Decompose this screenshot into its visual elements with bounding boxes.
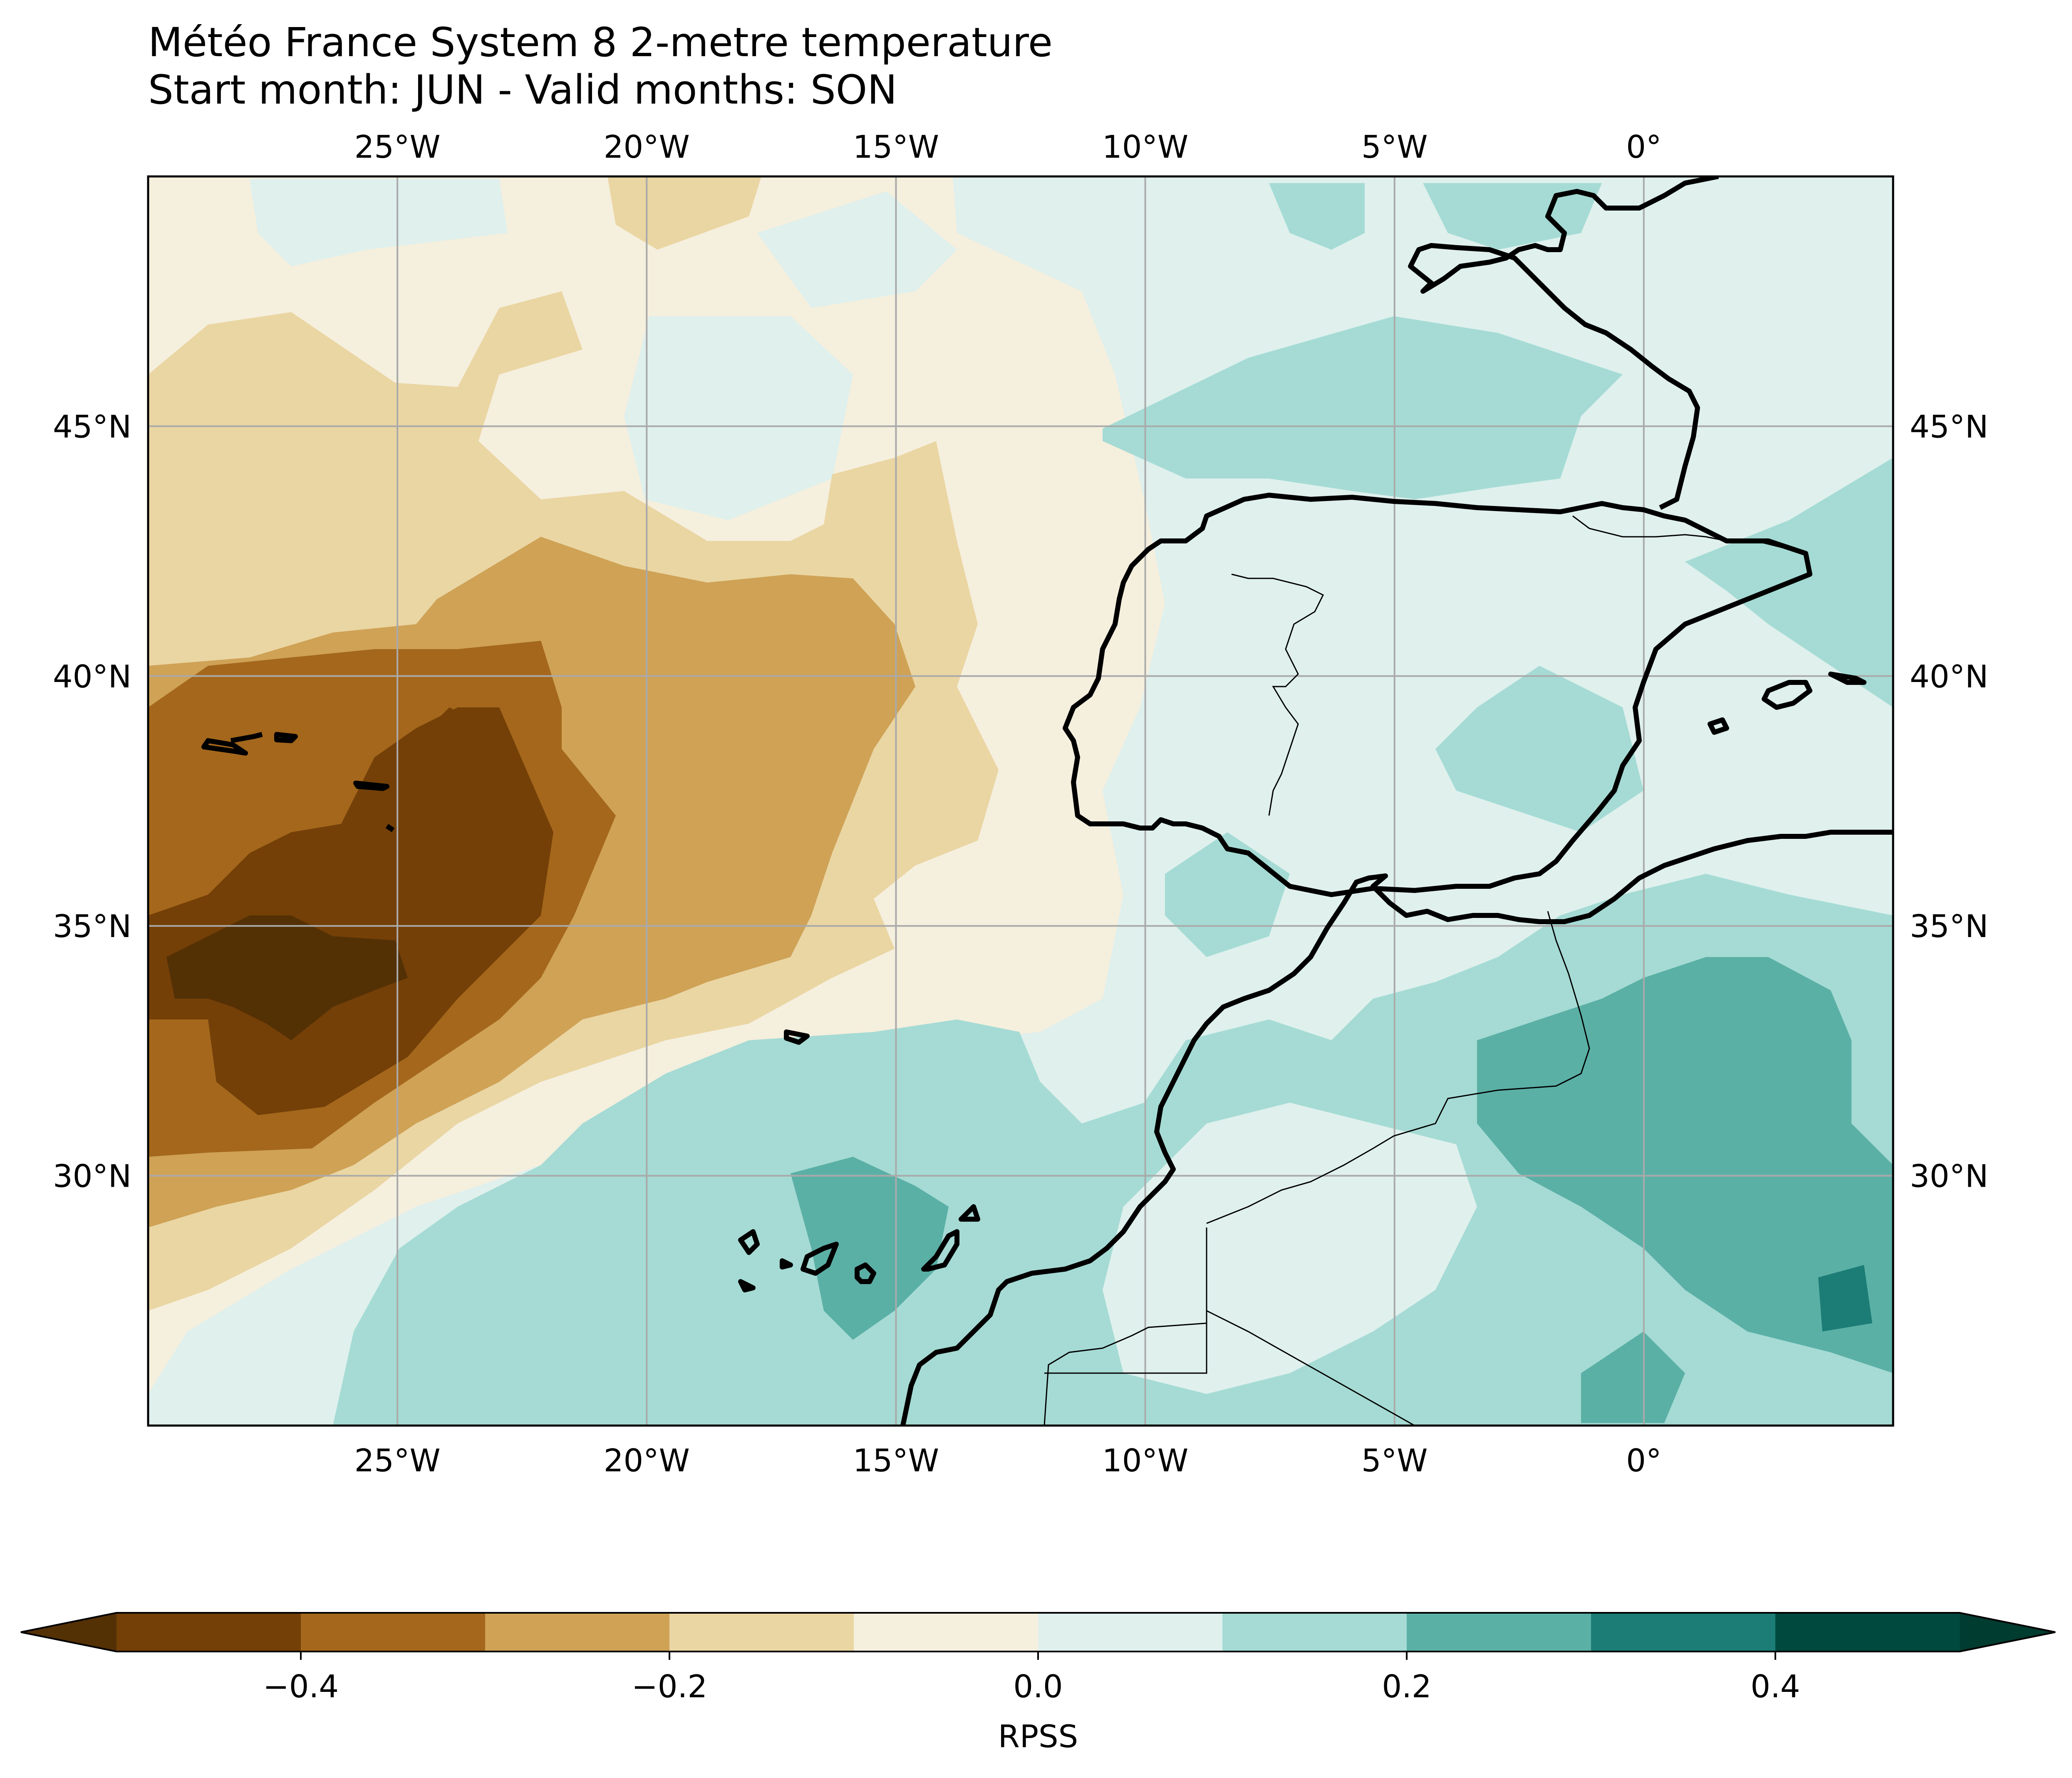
coastline-canary-6: [921, 1229, 959, 1272]
lon-tick-label-bottom: 15°W: [853, 1442, 939, 1479]
lon-tick-label-top: 20°W: [604, 129, 690, 165]
lon-tick-label-bottom: 20°W: [604, 1442, 690, 1479]
coastline-iberia: [1063, 493, 1812, 897]
lon-tick-label-bottom: 10°W: [1102, 1442, 1188, 1479]
field-band-pos-04: [1818, 1265, 1872, 1332]
country-borders: [1043, 515, 1789, 1426]
colorbar-tick-label: 0.0: [1013, 1668, 1063, 1705]
field-band-pos-03c: [1581, 1332, 1685, 1423]
coastline-canary-4: [801, 1242, 839, 1276]
colorbar-tick-label: 0.2: [1382, 1668, 1431, 1705]
lon-tick-label-top: 5°W: [1361, 129, 1428, 165]
coastline-azores-4: [353, 781, 389, 791]
coastlines: [201, 176, 1893, 1426]
colorbar-segment: [116, 1613, 301, 1652]
field-band-neg-06: [166, 915, 408, 1040]
colorbar-outline: [20, 1612, 2056, 1652]
field-band-pos-02b: [1423, 183, 1602, 250]
field-patch-pos-c: [757, 191, 957, 308]
coastline-madeira: [784, 1029, 810, 1045]
colorbar-extend-low: [21, 1613, 116, 1652]
field-patch-neg-05b: [424, 707, 483, 749]
lon-tick-label-bottom: 5°W: [1361, 1442, 1428, 1479]
colorbar-label: RPSS: [998, 1718, 1078, 1755]
chart-title: Météo France System 8 2-metre temperatur…: [148, 19, 1053, 66]
border-morocco-algeria: [1206, 911, 1590, 1224]
lat-tick-label-right: 35°N: [1910, 908, 1988, 945]
border-western-sahara: [1043, 1227, 1207, 1426]
colorbar-segment: [1591, 1613, 1776, 1652]
field-band-pos-02c: [1103, 316, 1623, 499]
colorbar-segment: [1222, 1613, 1407, 1652]
lat-tick-label-left: 40°N: [53, 658, 131, 695]
lat-tick-label-right: 45°N: [1910, 408, 1988, 445]
coastline-canary-1: [738, 1229, 760, 1255]
coastline-ibiza: [1708, 717, 1729, 735]
lon-tick-label-bottom: 25°W: [354, 1442, 441, 1479]
colorbar-segment: [1407, 1613, 1591, 1652]
colorbar-segment: [1775, 1613, 1960, 1652]
field-band-pos-03a: [791, 1157, 949, 1340]
colorbar-tick-label: −0.4: [263, 1668, 339, 1705]
colorbar-tick-label: −0.2: [632, 1668, 707, 1705]
colorbar-segment: [301, 1613, 486, 1652]
lon-tick-label-top: 25°W: [354, 129, 441, 165]
colorbar-tick-label: 0.4: [1750, 1668, 1800, 1705]
lon-tick-label-top: 10°W: [1102, 129, 1188, 165]
field-patch-pos-a: [250, 179, 508, 266]
colorbar-segment: [485, 1613, 670, 1652]
lat-tick-label-right: 30°N: [1910, 1158, 1988, 1195]
coastline-france: [1408, 176, 1719, 510]
coastline-canary-7: [959, 1204, 980, 1222]
map-frame: [147, 175, 1894, 1427]
field-band-pos-02g: [333, 874, 1893, 1426]
coastline-menorca: [1828, 672, 1866, 685]
lat-tick-label-left: 30°N: [53, 1158, 131, 1195]
lat-tick-label-right: 40°N: [1910, 658, 1988, 695]
axis-labels: 25°W 25°W 20°W 20°W 15°W 15°W 10°W 10°W 5°W 5°W 0°…: [53, 129, 1988, 1479]
coastline-canary-3: [780, 1258, 793, 1270]
border-spain-france: [1572, 515, 1789, 550]
rpss-field: [148, 176, 1893, 1426]
lon-tick-label-top: 0°: [1626, 129, 1661, 165]
field-band-pos-03b: [1477, 957, 1893, 1373]
colorbar-extend-high: [1960, 1613, 2055, 1652]
coastline-azores-2: [230, 732, 263, 743]
colorbar-segment: [1038, 1613, 1223, 1652]
lat-tick-label-left: 45°N: [53, 408, 131, 445]
colorbar: −0.4 −0.2 0.0 0.2 0.4 RPSS: [20, 1612, 2056, 1755]
lat-tick-label-left: 35°N: [53, 908, 131, 945]
coastline-azores-3: [274, 732, 298, 743]
colorbar-segment: [669, 1613, 854, 1652]
map-gridlines: [148, 176, 1893, 1426]
coastline-azores-1: [201, 738, 248, 756]
coastline-canary-2: [738, 1279, 756, 1292]
field-band-pos-02a: [1269, 183, 1365, 250]
field-patch-pos-b: [624, 316, 853, 520]
border-spain-portugal: [1231, 573, 1324, 816]
chart-subtitle: Start month: JUN - Valid months: SON: [148, 67, 897, 113]
coastline-azores-5: [385, 824, 395, 832]
colorbar-segment: [854, 1613, 1038, 1652]
border-mauritania-north: [1044, 1309, 1415, 1426]
coastline-africa: [900, 830, 1893, 1426]
coastline-canary-5: [855, 1262, 876, 1284]
coastline-mallorca: [1762, 680, 1812, 710]
lon-tick-label-top: 15°W: [853, 129, 939, 165]
field-band-pos-02e: [1435, 666, 1643, 832]
lon-tick-label-bottom: 0°: [1626, 1442, 1661, 1479]
